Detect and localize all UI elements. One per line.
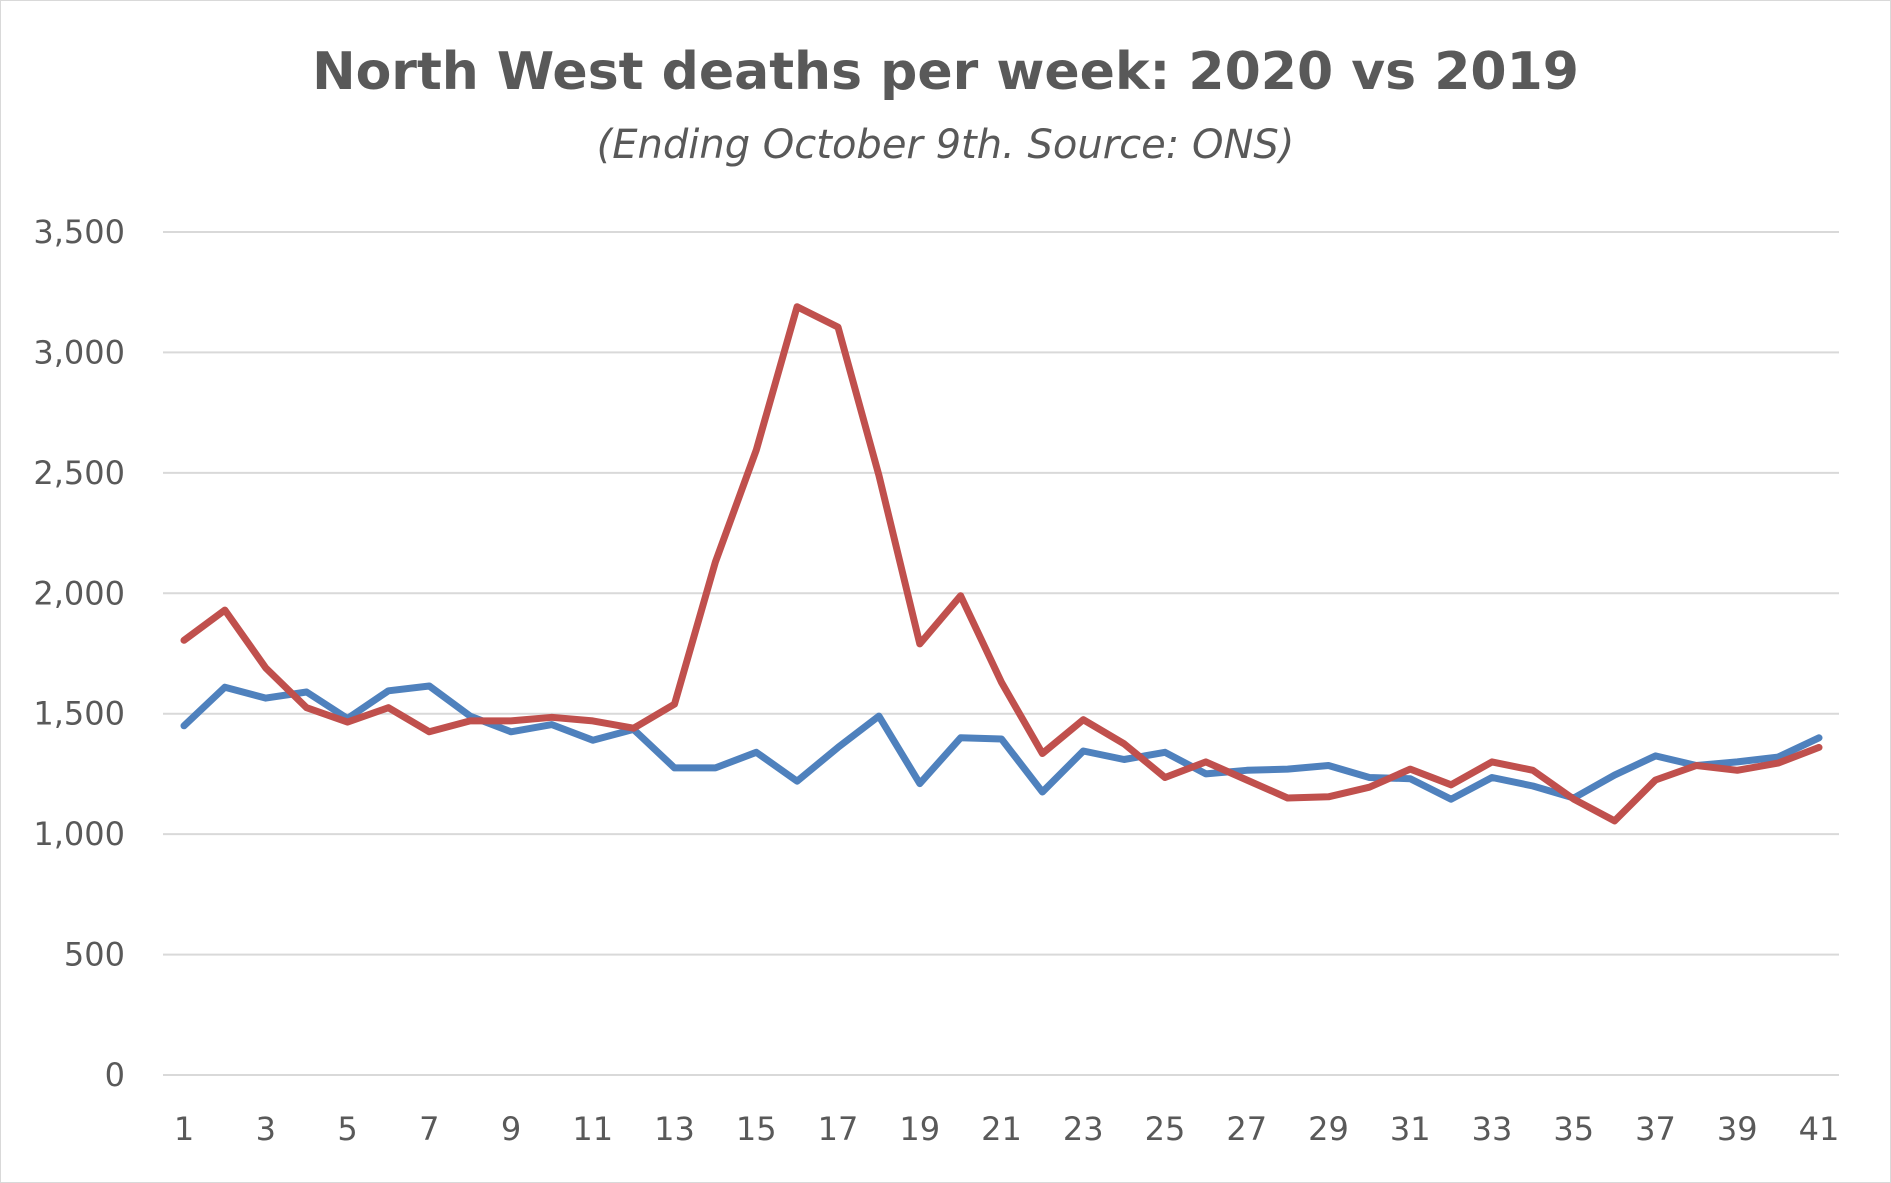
y-tick-label: 3,000 (33, 333, 125, 371)
x-tick-label: 3 (256, 1110, 276, 1148)
x-tick-label: 21 (981, 1110, 1022, 1148)
x-tick-label: 29 (1308, 1110, 1349, 1148)
x-tick-label: 17 (818, 1110, 859, 1148)
chart-subtitle: (Ending October 9th. Source: ONS) (596, 122, 1295, 168)
series-line-2020 (180, 303, 1823, 825)
x-tick-label: 11 (572, 1110, 613, 1148)
x-tick-label: 35 (1553, 1110, 1594, 1148)
x-tick-label: 39 (1717, 1110, 1758, 1148)
y-tick-label: 0 (105, 1056, 125, 1094)
x-tick-label: 19 (899, 1110, 940, 1148)
x-tick-label: 31 (1390, 1110, 1431, 1148)
y-tick-label: 2,000 (33, 574, 125, 612)
series-line-2019 (180, 682, 1823, 803)
x-tick-label: 33 (1472, 1110, 1513, 1148)
x-tick-label: 1 (174, 1110, 194, 1148)
x-tick-label: 25 (1145, 1110, 1186, 1148)
x-tick-label: 5 (337, 1110, 357, 1148)
x-tick-label: 13 (654, 1110, 695, 1148)
chart-title: North West deaths per week: 2020 vs 2019 (312, 42, 1579, 102)
x-tick-label: 23 (1063, 1110, 1104, 1148)
y-tick-label: 1,500 (33, 695, 125, 733)
gridlines (163, 231, 1839, 1076)
y-tick-label: 500 (64, 936, 125, 974)
x-tick-label: 9 (501, 1110, 521, 1148)
y-tick-label: 1,000 (33, 815, 125, 853)
x-tick-label: 7 (419, 1110, 439, 1148)
y-tick-label: 3,500 (33, 213, 125, 251)
x-tick-label: 15 (736, 1110, 777, 1148)
y-tick-label: 2,500 (33, 454, 125, 492)
x-tick-label: 41 (1799, 1110, 1840, 1148)
x-tick-label: 27 (1226, 1110, 1267, 1148)
x-axis-tick-labels: 1 3 5 7 9 11 13 15 17 19 21 23 25 27 29 31 33 35 37 39 41 (174, 1110, 1840, 1148)
x-tick-label: 37 (1635, 1110, 1676, 1148)
series-lines (180, 303, 1823, 825)
y-axis-tick-labels: 0 500 1,000 1,500 2,000 2,500 3,000 3,500 (33, 213, 125, 1094)
